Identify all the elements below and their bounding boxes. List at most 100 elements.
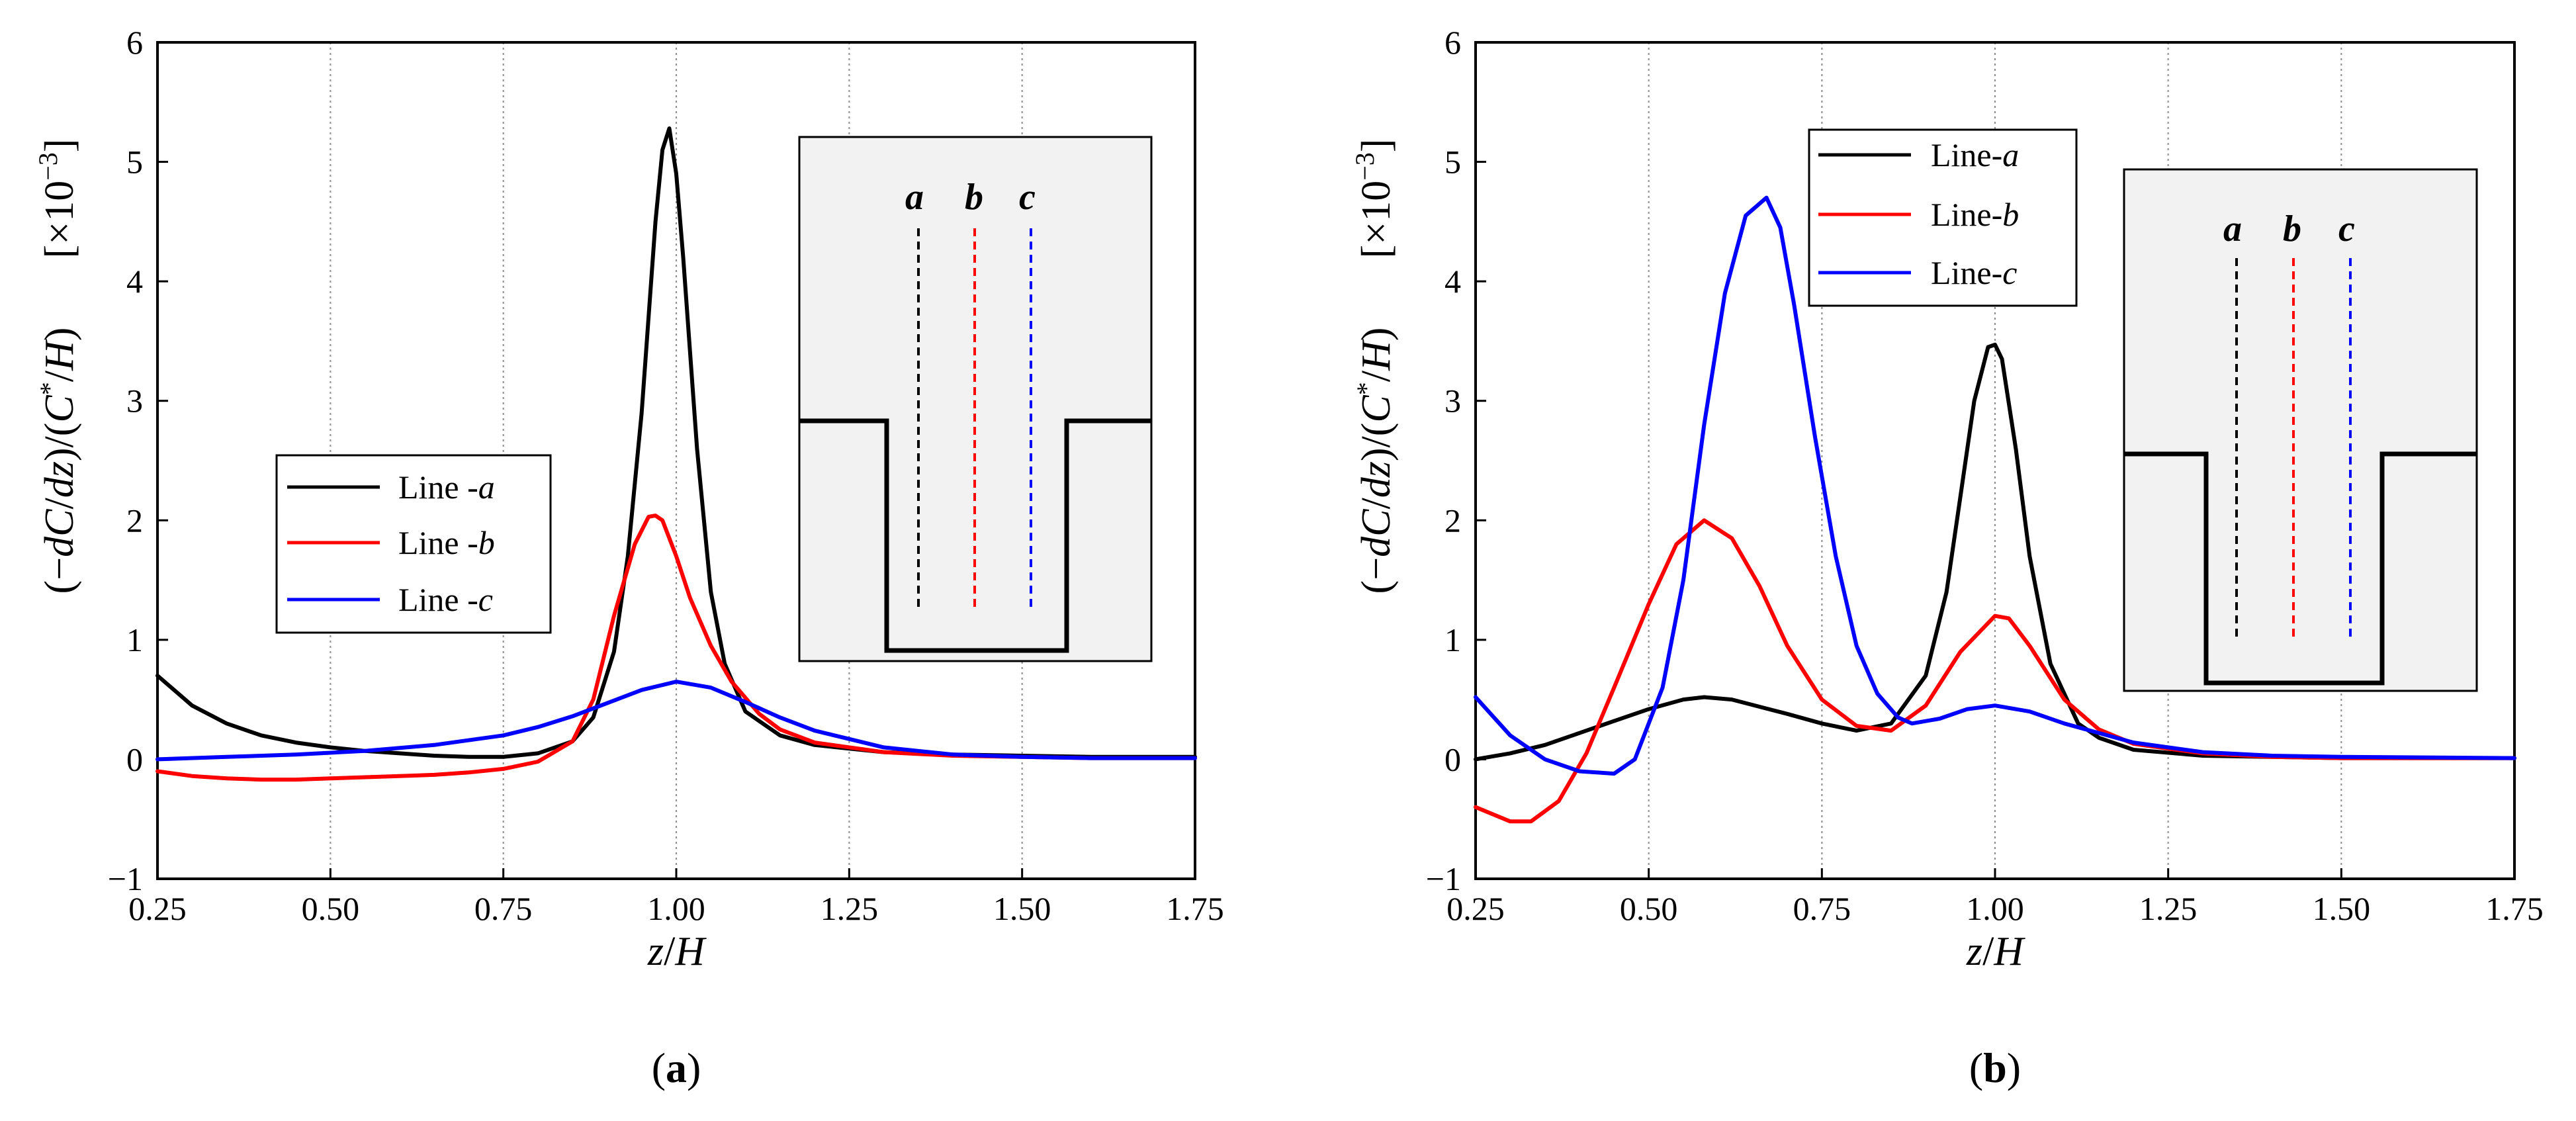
y-tick-label-a-6: 5: [126, 144, 143, 181]
series-line-a-panel-b: [1474, 342, 2516, 762]
legend-letter-b-2: c: [2002, 254, 2017, 291]
x-tick-label-a-6: 1.75: [1166, 890, 1224, 927]
y-tick-label-a-3: 2: [126, 502, 143, 539]
y-tick-label-a-7: 6: [126, 24, 143, 61]
y-label-slash1-a: /: [37, 497, 82, 509]
y-unit-close-a: ]: [37, 139, 82, 153]
y-unit-close-b: ]: [1354, 139, 1399, 153]
legend-label-a-0: Line -a: [398, 469, 495, 506]
x-tick-label-b-1: 0.50: [1620, 890, 1678, 927]
y-label-h-a: H: [37, 339, 82, 371]
panel-b: 0.25 0.50 0.75 1.00 1.25 1.50 1.75 −1 0 1 2 3 4 5 6 L…: [1350, 24, 2544, 1091]
y-label-c-a: C: [37, 395, 82, 423]
legend-box-b: [1808, 128, 2078, 307]
y-label-mid-b: )/(: [1354, 423, 1399, 462]
y-unit-open-a: [×10: [37, 181, 82, 259]
legend-a: Line -a Line -b Line -c: [275, 454, 552, 634]
x-tick-label-a-4: 1.25: [821, 890, 879, 927]
y-tick-label-b-6: 5: [1444, 144, 1461, 181]
panel-label-a: (a): [652, 1044, 701, 1091]
y-label-close-a: ): [37, 328, 82, 341]
legend-label-a-1: Line -b: [398, 524, 495, 561]
x-axis-label-b: z/H: [1966, 929, 2025, 974]
series-line-c-panel-b: [1474, 195, 2516, 776]
x-tick-label-b-6: 1.75: [2485, 890, 2544, 927]
legend-label-b-2: Line-c: [1931, 254, 2017, 291]
y-label-prefix-a: (−: [37, 557, 82, 594]
inset-channel-b: [2124, 451, 2477, 686]
x-label-var-a: z: [647, 929, 664, 974]
x-tick-label-b-4: 1.25: [2139, 890, 2198, 927]
series-line-a-panel-a: [155, 126, 1197, 759]
x-label-den-b: H: [1993, 929, 2025, 974]
panel-letter-b: b: [1983, 1044, 2007, 1091]
y-tick-label-b-4: 3: [1444, 382, 1461, 420]
legend-letter-a-0: a: [478, 469, 495, 506]
y-label-slash2-a: /: [37, 370, 82, 382]
x-label-var-b: z: [1966, 929, 1982, 974]
series-line-b-panel-a: [155, 514, 1197, 782]
y-tick-label-b-5: 4: [1444, 263, 1461, 300]
inset-letter-c-a: c: [1019, 177, 1036, 218]
y-label-slash2-b: /: [1354, 370, 1399, 382]
legend-prefix-b-1: Line-: [1931, 196, 2002, 233]
y-tick-label-a-5: 4: [126, 263, 143, 300]
panel-label-b: (b): [1969, 1044, 2021, 1091]
series-group-a: [155, 126, 1197, 782]
series-group-b: [1474, 195, 2516, 824]
legend-prefix-b-2: Line-: [1931, 254, 2002, 291]
inset-letter-b-a: b: [965, 177, 983, 218]
legend-b: Line-a Line-b Line-c: [1808, 128, 2078, 307]
x-tick-label-b-0: 0.25: [1446, 890, 1505, 927]
inset-diagram-b: a b c: [2123, 168, 2478, 692]
y-ticks-b: −1 0 1 2 3 4 5 6: [1426, 24, 1486, 897]
y-tick-label-b-3: 2: [1444, 502, 1461, 539]
legend-prefix-a-1: Line -: [398, 524, 478, 561]
legend-letter-a-1: b: [478, 524, 495, 561]
x-tick-label-a-5: 1.50: [993, 890, 1051, 927]
y-label-slash1-b: /: [1354, 497, 1399, 509]
y-label-mid-a: )/(: [37, 423, 82, 462]
inset-letter-a-a: a: [905, 177, 924, 218]
inset-box-b: [2123, 168, 2478, 692]
x-tick-label-b-3: 1.00: [1966, 890, 2024, 927]
y-label-close-b: ): [1354, 328, 1399, 341]
y-label-d2-b: dz: [1354, 461, 1399, 498]
y-label-d1-b: dC: [1354, 509, 1399, 557]
y-tick-label-a-2: 1: [126, 621, 143, 658]
x-tick-label-a-0: 0.25: [128, 890, 187, 927]
series-line-c-panel-a: [155, 680, 1197, 762]
y-label-d1-a: dC: [37, 509, 82, 557]
y-tick-label-b-0: −1: [1426, 860, 1461, 897]
legend-prefix-a-0: Line -: [398, 469, 478, 506]
x-axis-label-a: z/H: [647, 929, 707, 974]
legend-label-b-0: Line-a: [1931, 136, 2019, 173]
y-label-d2-a: dz: [37, 461, 82, 498]
inset-letter-b-b: b: [2283, 208, 2301, 249]
y-label-c-b: C: [1354, 395, 1399, 423]
y-tick-label-a-0: −1: [108, 860, 143, 897]
legend-letter-a-2: c: [478, 581, 493, 618]
y-label-prefix-b: (−: [1354, 557, 1399, 594]
inset-letter-c-b: c: [2338, 208, 2355, 249]
y-unit-exp-a: −3: [33, 152, 63, 181]
panel-letter-a: a: [666, 1044, 687, 1091]
x-ticks-a: 0.25 0.50 0.75 1.00 1.25 1.50 1.75: [128, 868, 1224, 927]
y-axis-label-b: (−dC/dz)/(C*/H): [1351, 328, 1399, 594]
panel-a: 0.25 0.50 0.75 1.00 1.25 1.50 1.75 −1 0 1 2 3 4 5 6 L…: [33, 24, 1224, 1091]
inset-letter-a-b: a: [2223, 208, 2242, 249]
legend-letter-b-0: a: [2002, 136, 2019, 173]
y-tick-label-b-1: 0: [1444, 740, 1461, 778]
x-tick-label-a-3: 1.00: [647, 890, 705, 927]
y-label-star-a: *: [34, 382, 64, 395]
legend-letter-b-1: b: [2002, 196, 2019, 233]
x-tick-label-b-5: 1.50: [2313, 890, 2371, 927]
inset-channel-a: [799, 418, 1151, 653]
y-tick-label-a-1: 0: [126, 740, 143, 778]
y-unit-label-b: [×10−3]: [1350, 139, 1399, 259]
y-unit-exp-b: −3: [1350, 152, 1380, 181]
x-label-den-a: H: [674, 929, 707, 974]
y-unit-label-a: [×10−3]: [33, 139, 82, 259]
y-label-h-b: H: [1354, 339, 1399, 371]
